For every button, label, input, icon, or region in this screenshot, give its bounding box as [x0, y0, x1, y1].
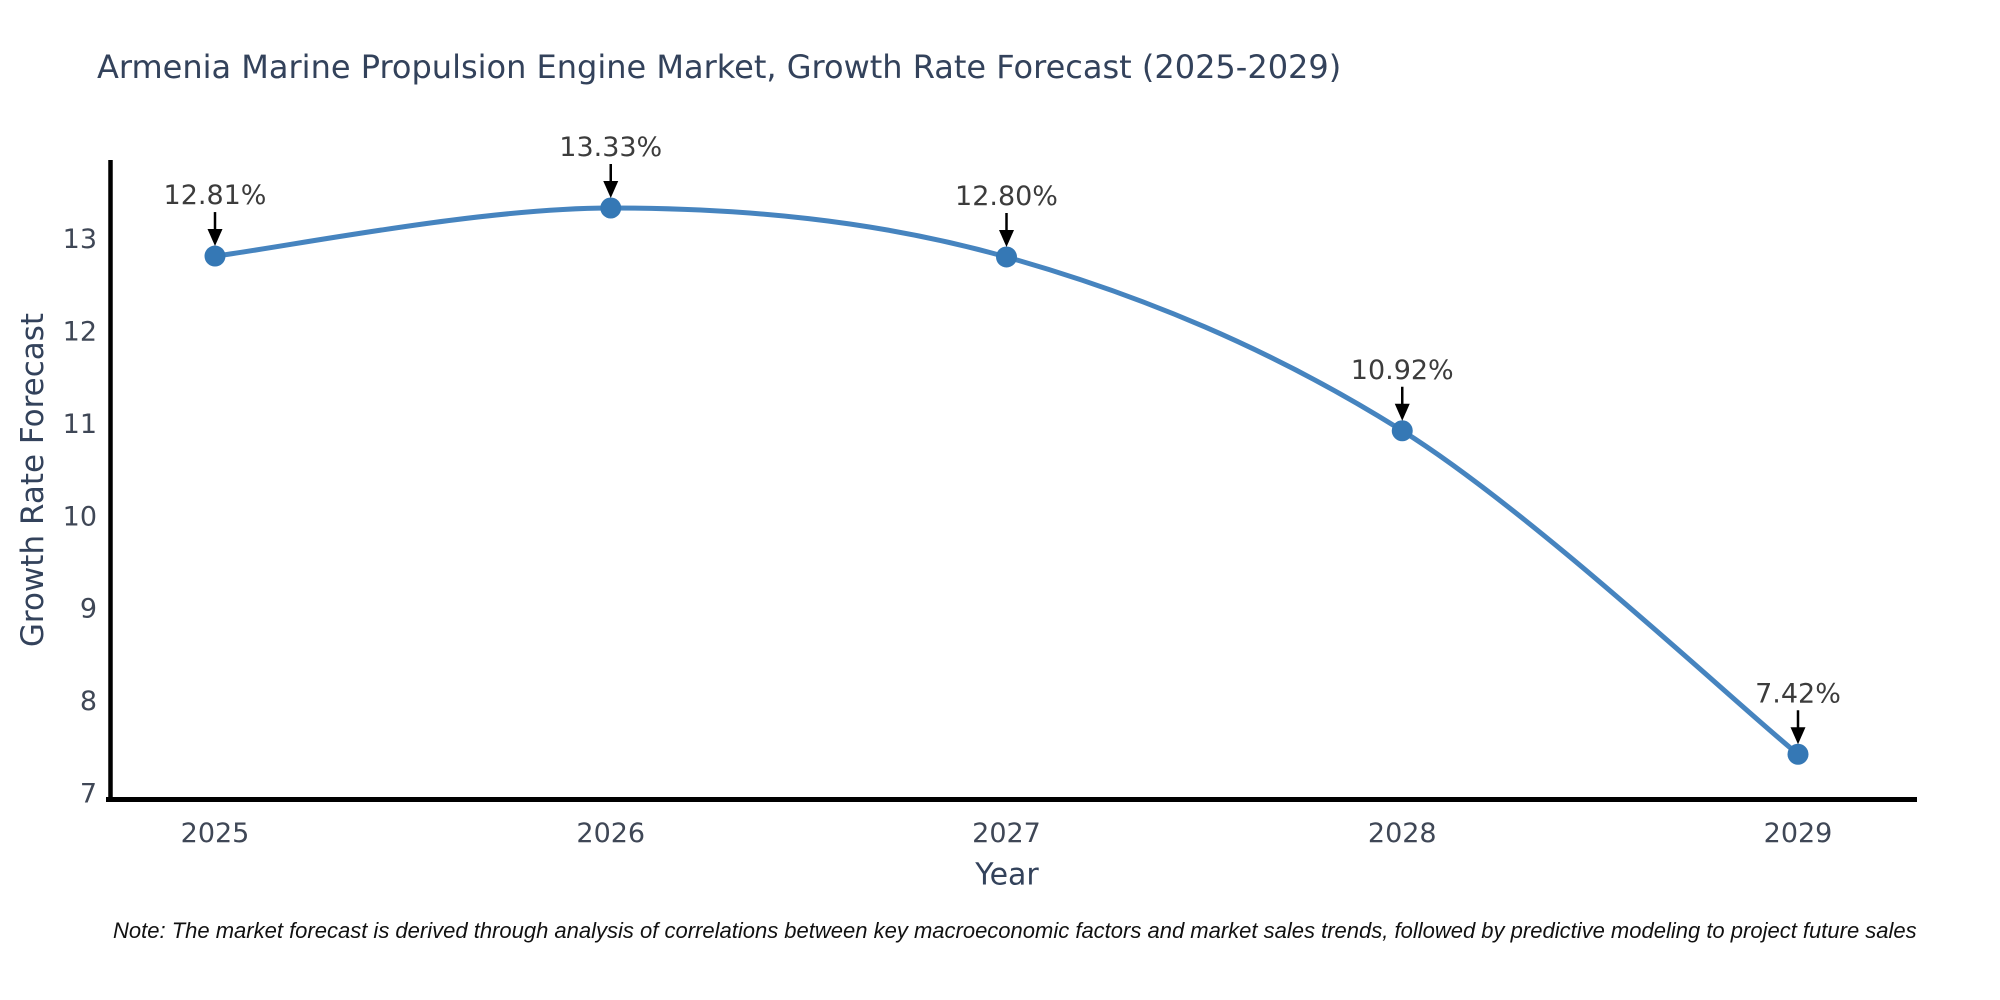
annotation-label: 13.33%	[559, 132, 662, 163]
data-point	[1391, 420, 1413, 442]
y-tick-label: 9	[80, 594, 97, 625]
data-point	[1787, 743, 1809, 765]
x-axis-label: Year	[975, 857, 1039, 893]
data-point	[600, 197, 622, 219]
trend-line	[212, 205, 1801, 757]
x-tick-label: 2029	[1764, 818, 1833, 849]
y-tick-label: 12	[63, 316, 97, 347]
y-tick-label: 11	[63, 409, 97, 440]
annotation-label: 12.80%	[955, 181, 1058, 212]
annotation-arrowhead	[1394, 403, 1410, 421]
x-tick-label: 2026	[576, 818, 645, 849]
y-tick-label: 10	[63, 501, 97, 532]
annotation-label: 12.81%	[164, 180, 267, 211]
annotation-arrowhead	[603, 180, 619, 198]
data-point	[204, 245, 226, 267]
x-tick-label: 2028	[1368, 818, 1437, 849]
annotation-arrowhead	[207, 229, 223, 247]
y-tick-label: 8	[80, 686, 97, 717]
x-tick-label: 2027	[972, 818, 1041, 849]
chart-title: Armenia Marine Propulsion Engine Market,…	[97, 48, 1342, 86]
y-tick-label: 13	[63, 224, 97, 255]
data-point	[996, 246, 1017, 268]
annotation-arrowhead	[1790, 727, 1806, 745]
y-tick-label: 7	[80, 779, 97, 810]
footnote: Note: The market forecast is derived thr…	[113, 918, 1917, 943]
x-tick-label: 2025	[181, 818, 250, 849]
annotation-arrowhead	[999, 229, 1014, 247]
annotation-label: 10.92%	[1351, 355, 1454, 386]
annotation-label: 7.42%	[1755, 678, 1841, 709]
